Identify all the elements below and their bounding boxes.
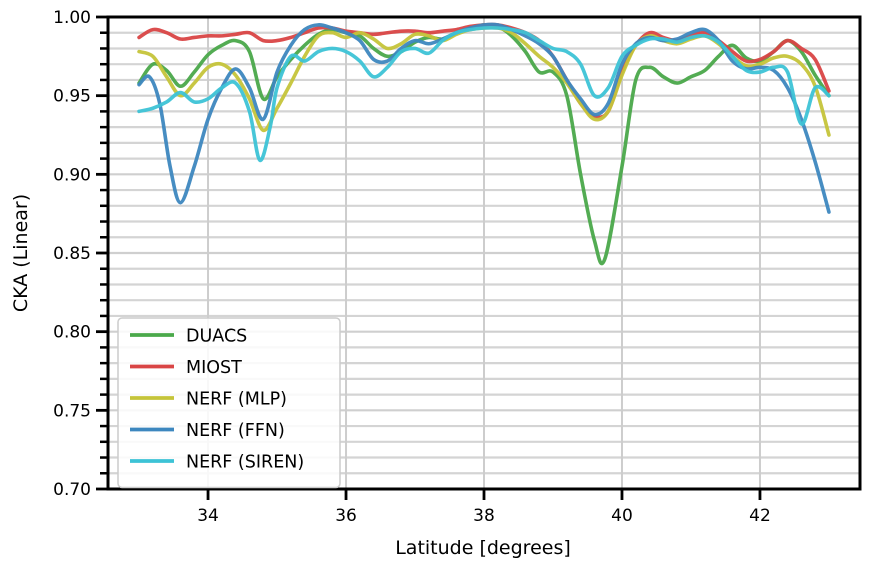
legend-label: NERF (FFN) [186, 421, 285, 441]
y-tick-label: 0.70 [53, 480, 91, 500]
y-tick-label: 0.95 [53, 87, 91, 107]
legend: DUACS MIOST NERF (MLP) NERF (FFN) NERF (SIRE… [117, 317, 341, 489]
legend-label: DUACS [186, 327, 247, 347]
x-axis-label: Latitude [degrees] [395, 537, 571, 559]
legend-label: NERF (SIREN) [186, 453, 304, 473]
y-tick-label: 0.90 [53, 165, 91, 185]
series-line-5 [137, 26, 831, 162]
x-tick-label: 38 [473, 506, 495, 526]
y-tick-label: 0.75 [53, 401, 91, 421]
series-lines [137, 22, 831, 266]
x-tick-label: 36 [335, 506, 357, 526]
legend-label: MIOST [186, 358, 242, 378]
y-axis-label: CKA (Linear) [10, 194, 32, 312]
series-line-4 [137, 22, 831, 214]
y-tick-label: 0.80 [53, 323, 91, 343]
y-axis-ticks: 0.70 0.75 0.80 0.85 0.90 0.95 1.00 [53, 8, 108, 500]
x-tick-label: 42 [749, 506, 771, 526]
x-tick-label: 40 [611, 506, 633, 526]
x-axis-ticks: 34 36 38 40 42 [197, 489, 771, 526]
legend-label: NERF (MLP) [186, 390, 287, 410]
x-tick-label: 34 [197, 506, 219, 526]
legend-box [117, 317, 341, 489]
y-tick-label: 0.85 [53, 244, 91, 264]
y-tick-label: 1.00 [53, 8, 91, 28]
